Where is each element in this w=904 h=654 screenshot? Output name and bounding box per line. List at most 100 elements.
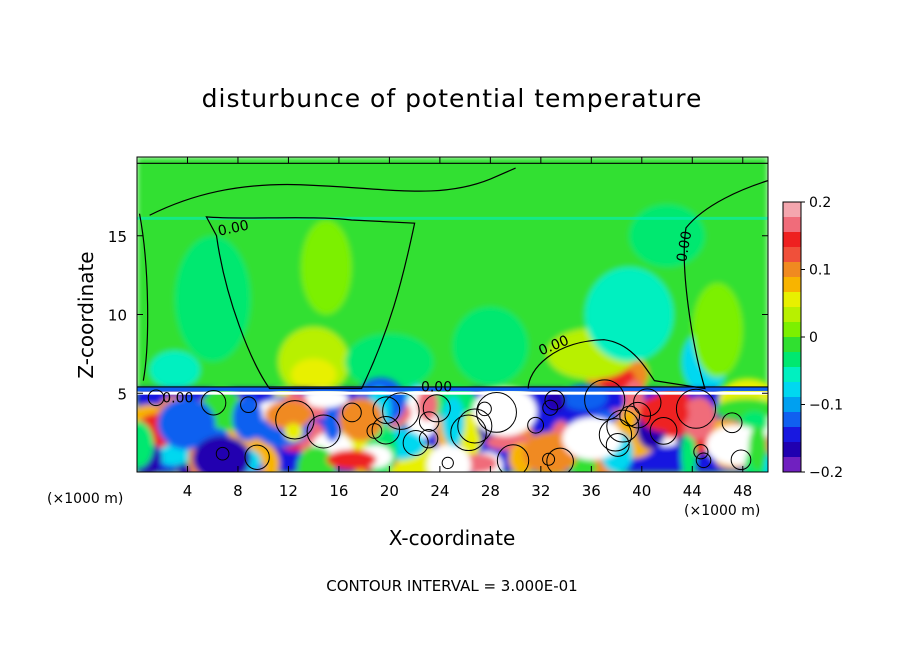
contour-interval-text: CONTOUR INTERVAL = 3.000E-01 — [326, 577, 578, 595]
contour-interval-note: CONTOUR INTERVAL = 3.000E-01 — [0, 577, 904, 595]
colorbar-swatch — [783, 427, 801, 443]
contour-zero-2 — [527, 180, 768, 390]
x-tick-label: 20 — [380, 482, 399, 500]
turbulent-cell — [323, 403, 342, 442]
turbulent-cell — [545, 390, 566, 412]
contour-loop — [598, 418, 633, 452]
contour-loop — [721, 412, 743, 434]
contour-loop — [624, 401, 652, 429]
turbulent-cell — [264, 400, 313, 430]
colorbar-tick-label: −0.2 — [809, 465, 843, 481]
colorbar-swatch — [783, 277, 801, 293]
turbulent-cell — [157, 397, 216, 450]
colorbar-swatch — [783, 232, 801, 248]
contour-loop — [382, 392, 420, 430]
field-blob — [149, 350, 201, 389]
contour-loop — [418, 428, 439, 449]
lower-layer — [137, 377, 768, 472]
contour-loop — [450, 414, 487, 452]
contour-zero-left — [138, 213, 149, 381]
turbulent-cell — [472, 386, 537, 437]
x-tick-label: 48 — [733, 482, 752, 500]
turbulent-cell — [569, 457, 598, 472]
x-tick-label: 36 — [582, 482, 601, 500]
interface-band-blue — [137, 386, 768, 391]
y-tick-label: 5 — [117, 385, 127, 403]
contour-loop — [240, 396, 257, 414]
field-blob — [174, 235, 251, 362]
interface-band-white — [137, 391, 768, 395]
contour-loop — [542, 452, 556, 466]
x-unit-label-left: (×1000 m) — [47, 491, 124, 507]
contour-loop — [544, 390, 565, 411]
y-axis-title: Z-coordinate — [74, 251, 98, 379]
field-blob — [301, 220, 352, 315]
colorbar-swatch — [783, 292, 801, 308]
contour-loop — [546, 447, 574, 472]
field-blob — [585, 267, 674, 362]
upper-stripe — [137, 216, 768, 220]
contour-label: 0.00 — [674, 230, 695, 263]
contour-loop — [606, 409, 640, 443]
contour-zero-1 — [205, 216, 416, 390]
contour-loop — [244, 444, 270, 470]
contour-loop — [605, 433, 630, 457]
turbulent-cell — [326, 449, 377, 470]
contour-loop — [542, 399, 559, 416]
contour-loop — [476, 391, 517, 433]
colorbar-tick-label: 0 — [809, 330, 818, 346]
turbulent-cell — [427, 444, 471, 472]
y-tick-label: 10 — [108, 307, 127, 325]
field-blob — [452, 306, 529, 386]
x-axis-title: X-coordinate — [0, 526, 904, 550]
turbulent-cell — [442, 396, 465, 447]
x-tick-label: 44 — [683, 482, 702, 500]
contour-loop — [649, 417, 678, 445]
turbulent-cell — [682, 397, 716, 441]
contour-loop — [477, 401, 492, 417]
colorbar-swatch — [783, 262, 801, 278]
contour-loop — [619, 405, 641, 427]
colorbar-tick-label: −0.1 — [809, 398, 843, 414]
x-tick-label: 24 — [430, 482, 449, 500]
field-blob — [290, 358, 337, 391]
contour-top — [149, 167, 516, 216]
heatmap-field — [137, 157, 768, 472]
x-tick-label: 32 — [531, 482, 550, 500]
x-axis-title-text: X-coordinate — [388, 526, 516, 550]
contour-loop — [441, 456, 454, 470]
turbulent-cell — [681, 431, 697, 472]
x-axis: 4 8 12 16 20 24 28 32 36 40 44 48 — [183, 157, 752, 500]
y-axis: 5 10 15 — [108, 228, 768, 403]
colorbar-swatch — [783, 412, 801, 428]
colorbar-swatch — [783, 397, 801, 413]
contour-loop — [496, 444, 530, 472]
contour-loop — [275, 400, 315, 440]
contour-loop — [693, 444, 709, 460]
contour-loop — [306, 414, 341, 449]
contour-loop — [372, 396, 401, 424]
colorbar-swatch — [783, 367, 801, 383]
colorbar-tick-label: 0.2 — [809, 195, 831, 211]
colorbar-swatch — [783, 247, 801, 263]
colorbar-swatch — [783, 352, 801, 368]
contour-loop — [695, 452, 712, 469]
contour-loop — [457, 408, 493, 444]
contour-loop — [342, 402, 362, 423]
turbulent-cell — [639, 394, 689, 432]
contour-loop — [584, 379, 626, 421]
colorbar-swatch — [783, 337, 801, 353]
x-tick-label: 16 — [329, 482, 348, 500]
y-tick-label: 15 — [108, 228, 127, 246]
x-unit-label-right: (×1000 m) — [684, 503, 761, 519]
contour-loop — [147, 389, 165, 407]
field-blob — [629, 204, 705, 268]
x-tick-label: 12 — [279, 482, 298, 500]
contour-loop — [371, 415, 401, 445]
colorbar-swatch — [783, 322, 801, 338]
colorbar-swatch — [783, 202, 801, 218]
x-tick-label: 40 — [632, 482, 651, 500]
field-blob — [692, 283, 743, 378]
turbulent-cell — [297, 446, 336, 472]
